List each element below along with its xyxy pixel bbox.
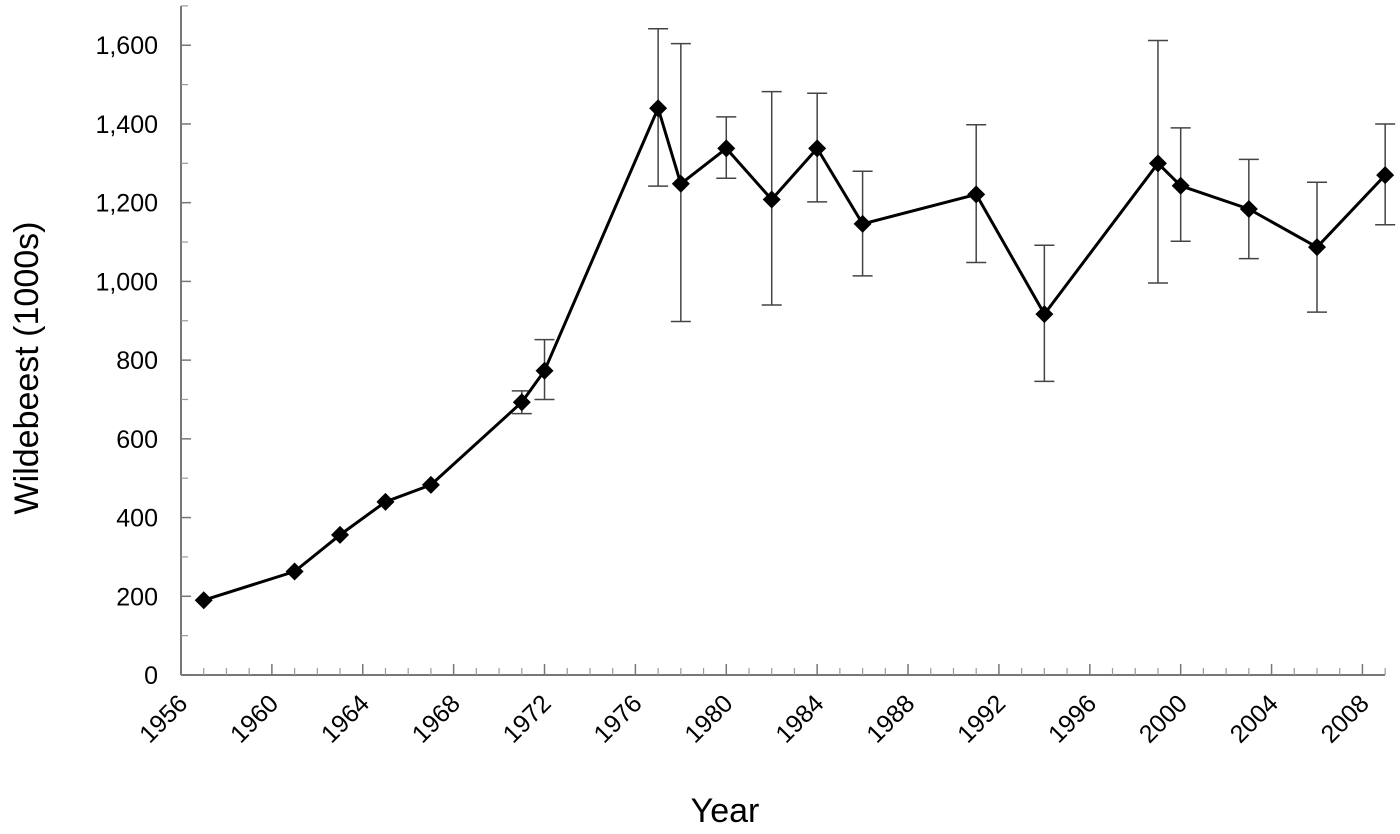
x-tick-label: 2000 [1134,689,1193,748]
x-tick-label: 1992 [952,689,1011,748]
data-point [1171,176,1190,195]
data-point [717,139,736,158]
y-tick-label: 0 [144,662,158,690]
y-tick-label: 400 [116,505,158,533]
x-tick-label: 1968 [407,689,466,748]
x-tick-label: 1976 [589,689,648,748]
x-tick-label: 1996 [1043,689,1102,748]
data-point [808,139,827,158]
data-point [1148,154,1167,173]
data-point [762,190,781,209]
x-axis-title: Year [691,792,760,830]
y-tick-label: 1,400 [95,111,158,139]
x-tick-label: 1984 [770,689,829,748]
x-tick-label: 1988 [861,689,920,748]
data-point [1376,166,1395,185]
series-layer [194,99,1395,610]
data-point [376,492,395,511]
data-point [853,214,872,233]
y-tick-label: 1,600 [95,32,158,60]
y-tick-label: 1,200 [95,190,158,218]
x-tick-label: 1960 [225,689,284,748]
data-point [421,475,440,494]
x-tick-label: 2004 [1225,689,1284,748]
data-point [535,361,554,380]
x-tick-label: 2008 [1316,689,1375,748]
error-bars [511,27,1396,415]
x-tick-label: 1964 [316,689,375,748]
x-tick-label: 1972 [498,689,557,748]
y-axis-title: Wildebeest (1000s) [8,222,46,515]
data-point [194,591,213,610]
data-point [1239,199,1258,218]
data-point [1308,238,1326,257]
y-tick-label: 200 [116,583,158,611]
data-point [512,393,531,412]
data-point [331,525,350,544]
data-point [967,185,986,204]
data-point [649,99,668,118]
data-point [1035,305,1054,324]
series-line [203,106,1387,602]
data-point [671,174,690,193]
x-tick-label: 1956 [134,689,193,748]
y-tick-label: 1,000 [95,268,158,296]
y-tick-label: 800 [116,347,158,375]
data-point [285,562,304,581]
axes: 0 200 400 600 800 1,000 1,200 1,400 1,600 1956 196… [95,5,1386,749]
x-tick-label: 1980 [679,689,738,748]
y-tick-label: 600 [116,426,158,454]
